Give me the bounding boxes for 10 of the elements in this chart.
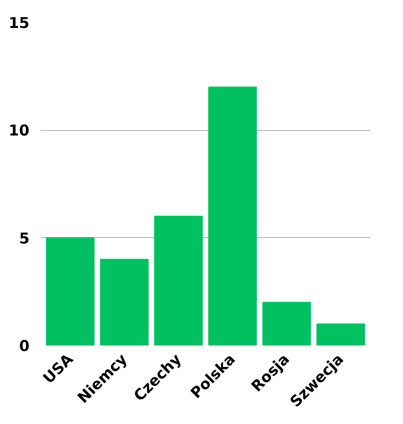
- y-tick-label: 0: [19, 337, 30, 355]
- bar: [46, 237, 95, 346]
- bar: [208, 86, 257, 346]
- bar: [100, 258, 149, 346]
- bar: [262, 302, 311, 346]
- bar: [154, 216, 203, 346]
- bar: [316, 323, 366, 346]
- y-tick-label: 5: [19, 229, 30, 248]
- y-tick-label: 10: [8, 122, 30, 140]
- y-tick-label: 15: [8, 14, 30, 32]
